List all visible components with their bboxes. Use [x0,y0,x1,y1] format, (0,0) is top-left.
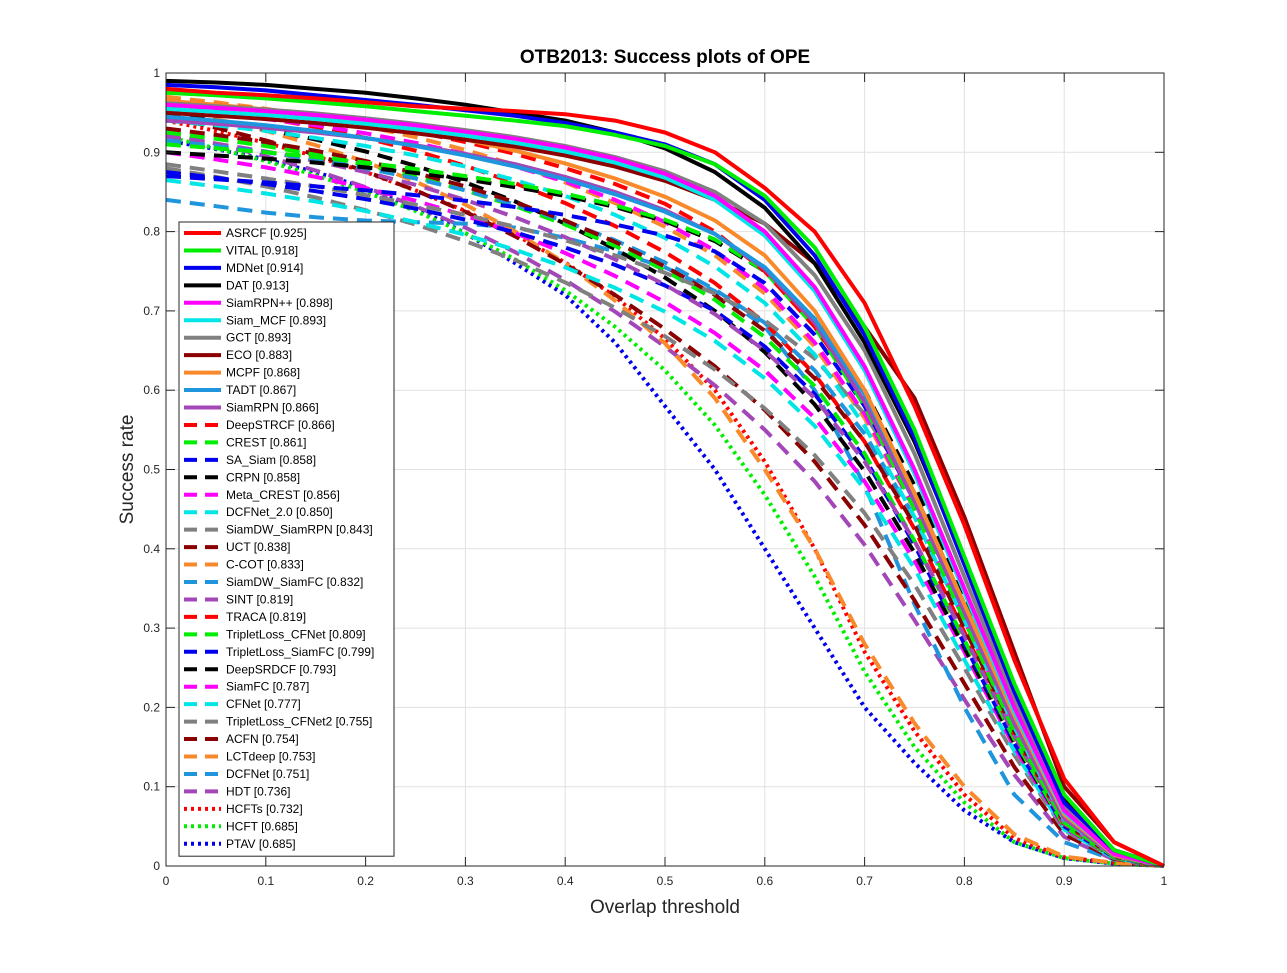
series-line-8 [165,110,1165,868]
y-tick-label: 0.7 [143,304,160,318]
legend-entry-label: GCT [0.893] [226,331,291,345]
y-tick-label: 0 [153,859,160,873]
legend-entry-label: Siam_MCF [0.893] [226,313,326,327]
series-line-2 [165,90,1165,868]
series-line-28 [165,178,1165,868]
series-line-24 [165,130,1165,868]
legend-entry-label: TRACA [0.819] [226,610,306,624]
legend-entry-label: VITAL [0.918] [226,243,298,257]
series-line-31 [165,106,1165,868]
x-tick-label: 0.7 [856,874,873,888]
series-line-1 [165,86,1165,868]
legend-entry-label: TADT [0.867] [226,383,296,397]
legend-entry-label: HCFTs [0.732] [226,802,303,816]
series-line-5 [165,102,1165,868]
x-tick-label: 0.3 [457,874,474,888]
x-tick-label: 0.5 [657,874,674,888]
y-tick-label: 0.3 [143,621,160,635]
x-tick-label: 0.1 [257,874,274,888]
legend-entry-label: SiamRPN++ [0.898] [226,296,333,310]
legend-entry-label: UCT [0.838] [226,540,290,554]
legend-entry-label: TripletLoss_CFNet [0.809] [226,627,366,641]
legend-entry-label: MCPF [0.868] [226,366,300,380]
legend-entry-label: MDNet [0.914] [226,261,303,275]
series-line-33 [165,130,1165,868]
legend-entry-label: SiamFC [0.787] [226,680,309,694]
legend-entry-label: DCFNet [0.751] [226,767,309,781]
series-line-13 [165,142,1165,868]
legend-entry-label: CREST [0.861] [226,435,306,449]
series-line-19 [165,126,1165,868]
series-line-35 [165,134,1165,868]
legend-entry-label: Meta_CREST [0.856] [226,488,340,502]
legend-entry-label: CRPN [0.858] [226,470,300,484]
legend-entry-label: SiamDW_SiamRPN [0.843] [226,523,373,537]
series-line-21 [165,138,1165,868]
legend-entry-label: DAT [0.913] [226,278,289,292]
y-axis-label: Success rate [117,415,138,525]
x-tick-label: 0 [163,874,170,888]
legend-entry-label: DeepSTRCF [0.866] [226,418,335,432]
x-tick-label: 0.2 [357,874,374,888]
legend-entry-label: HCFT [0.685] [226,819,298,833]
x-tick-label: 0.8 [956,874,973,888]
legend-entry-label: DeepSRDCF [0.793] [226,662,336,676]
series-line-20 [165,94,1165,868]
legend-entry-label: SA_Siam [0.858] [226,453,316,467]
legend-entry-label: SINT [0.819] [226,592,293,606]
legend-entry-label: CFNet [0.777] [226,697,301,711]
y-tick-label: 0.4 [143,542,160,556]
y-tick-label: 0.1 [143,780,160,794]
legend-entry-label: DCFNet_2.0 [0.850] [226,505,333,519]
series-line-32 [165,197,1165,868]
y-tick-label: 0.9 [143,145,160,159]
legend-entry-label: LCTdeep [0.753] [226,750,315,764]
legend-entry-label: ACFN [0.754] [226,732,299,746]
series-line-30 [165,114,1165,868]
legend-entry-label: TripletLoss_CFNet2 [0.755] [226,715,372,729]
y-axis-ticks: 0 0.1 0.2 0.3 0.4 0.5 0.6 0.7 0.8 0.9 1 [143,66,1164,873]
series-line-29 [165,166,1165,868]
legend-entry-label: ECO [0.883] [226,348,292,362]
y-tick-label: 0.8 [143,225,160,239]
legend: ASRCF [0.925] VITAL [0.918] MDNet [0.914] D… [178,221,395,857]
series-line-17 [165,118,1165,868]
legend-entry-label: TripletLoss_SiamFC [0.799] [226,645,374,659]
legend-entry-label: C-COT [0.833] [226,558,304,572]
legend-entry-label: SiamDW_SiamFC [0.832] [226,575,363,589]
chart-title: OTB2013: Success plots of OPE [520,47,810,68]
legend-entry-label: PTAV [0.685] [226,837,296,851]
series-line-22 [165,134,1165,868]
x-tick-label: 0.9 [1056,874,1073,888]
x-tick-label: 0.6 [756,874,773,888]
series-lines [165,78,1165,868]
legend-entry-label: HDT [0.736] [226,784,290,798]
y-tick-label: 0.5 [143,463,160,477]
x-tick-label: 1 [1161,874,1168,888]
y-tick-label: 1 [153,66,160,80]
legend-box [178,221,395,857]
series-line-34 [165,118,1165,868]
x-axis-label: Overlap threshold [590,897,740,918]
y-tick-label: 0.2 [143,700,160,714]
x-axis-ticks: 0 0.1 0.2 0.3 0.4 0.5 0.6 0.7 0.8 0.9 1 [163,73,1168,888]
legend-entry-label: ASRCF [0.925] [226,226,307,240]
y-tick-label: 0.6 [143,383,160,397]
x-tick-label: 0.4 [557,874,574,888]
legend-entry-label: SiamRPN [0.866] [226,401,319,415]
